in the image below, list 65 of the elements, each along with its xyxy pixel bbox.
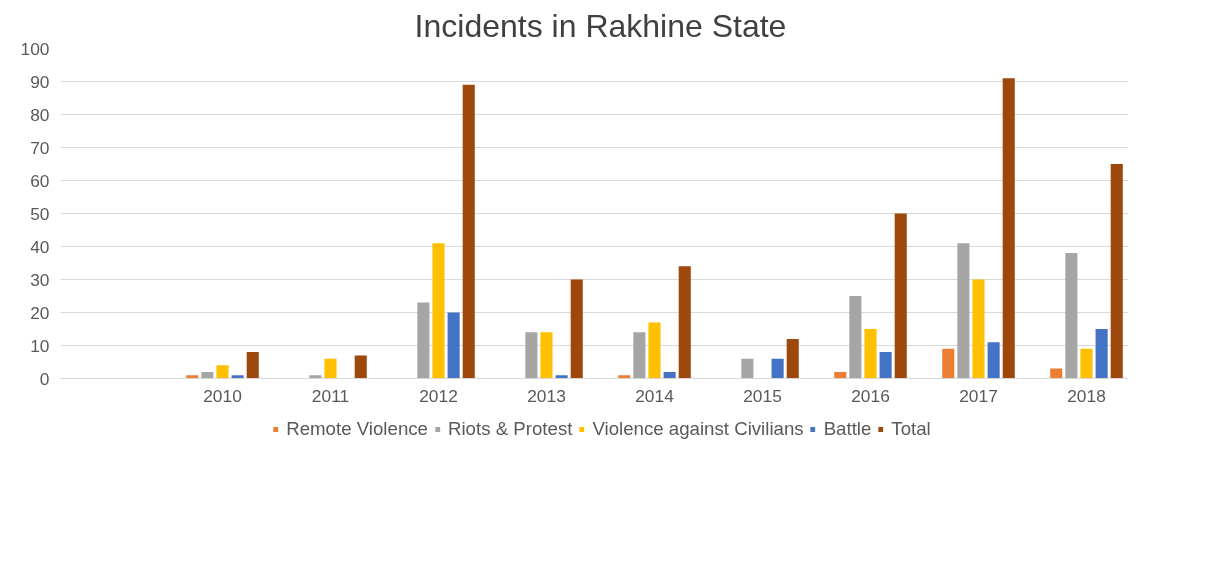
x-tick-label: 2011	[311, 385, 350, 406]
y-tick-label: 100	[20, 38, 50, 59]
legend-label: Battle	[823, 418, 872, 440]
bar	[1065, 253, 1078, 379]
bar	[864, 329, 877, 379]
bar	[894, 213, 907, 379]
legend-label: Violence against Civilians	[592, 418, 804, 440]
bar	[432, 243, 445, 379]
x-tick-label: 2017	[959, 385, 998, 406]
bar	[570, 279, 583, 379]
bar	[987, 342, 1000, 379]
bar	[678, 266, 691, 379]
bar	[648, 322, 661, 379]
bar	[246, 352, 259, 379]
bar	[462, 84, 475, 379]
x-tick-label: 2014	[635, 385, 675, 406]
bar	[972, 279, 985, 379]
x-tick-label: 2018	[1067, 385, 1106, 406]
y-tick-label: 60	[30, 170, 50, 191]
bar	[231, 375, 244, 379]
bar	[786, 338, 799, 379]
x-tick-label: 2015	[743, 385, 782, 406]
x-tick-label: 2013	[527, 385, 566, 406]
x-tick-label: 2010	[203, 385, 242, 406]
bar	[525, 332, 538, 379]
bar	[1050, 368, 1063, 379]
bar	[942, 348, 955, 379]
bar	[834, 371, 847, 379]
x-tick-label: 2016	[851, 385, 890, 406]
bar	[1002, 78, 1015, 379]
y-tick-label: 90	[30, 71, 50, 92]
y-tick-label: 80	[30, 104, 50, 125]
bar	[1095, 329, 1108, 379]
y-tick-label: 70	[30, 137, 50, 158]
y-tick-label: 20	[30, 302, 50, 323]
x-tick-label: 2012	[419, 385, 458, 406]
bar	[201, 371, 214, 379]
bar	[633, 332, 646, 379]
bar	[849, 296, 862, 379]
legend-label: Total	[891, 418, 931, 440]
bar	[1110, 164, 1123, 379]
y-tick-label: 10	[30, 335, 50, 356]
legend-label: Riots & Protest	[447, 418, 573, 440]
bar	[216, 365, 229, 379]
y-tick-label: 40	[30, 236, 50, 257]
y-tick-label: 50	[30, 203, 50, 224]
bar	[771, 358, 784, 379]
y-tick-label: 0	[39, 368, 50, 389]
bar	[540, 332, 553, 379]
legend-label: Remote Violence	[286, 418, 428, 440]
bar	[741, 358, 754, 379]
bar	[957, 243, 970, 379]
chart-title: Incidents in Rakhine State	[414, 7, 787, 44]
bar	[447, 312, 460, 379]
bar	[417, 302, 430, 379]
bar	[618, 375, 631, 379]
y-tick-label: 30	[30, 269, 50, 290]
bar	[879, 352, 892, 379]
bar	[186, 375, 199, 379]
bar	[309, 375, 322, 379]
bar	[663, 371, 676, 379]
bar	[555, 375, 568, 379]
bar	[324, 358, 337, 379]
bar	[354, 355, 367, 379]
bar	[1080, 348, 1093, 379]
